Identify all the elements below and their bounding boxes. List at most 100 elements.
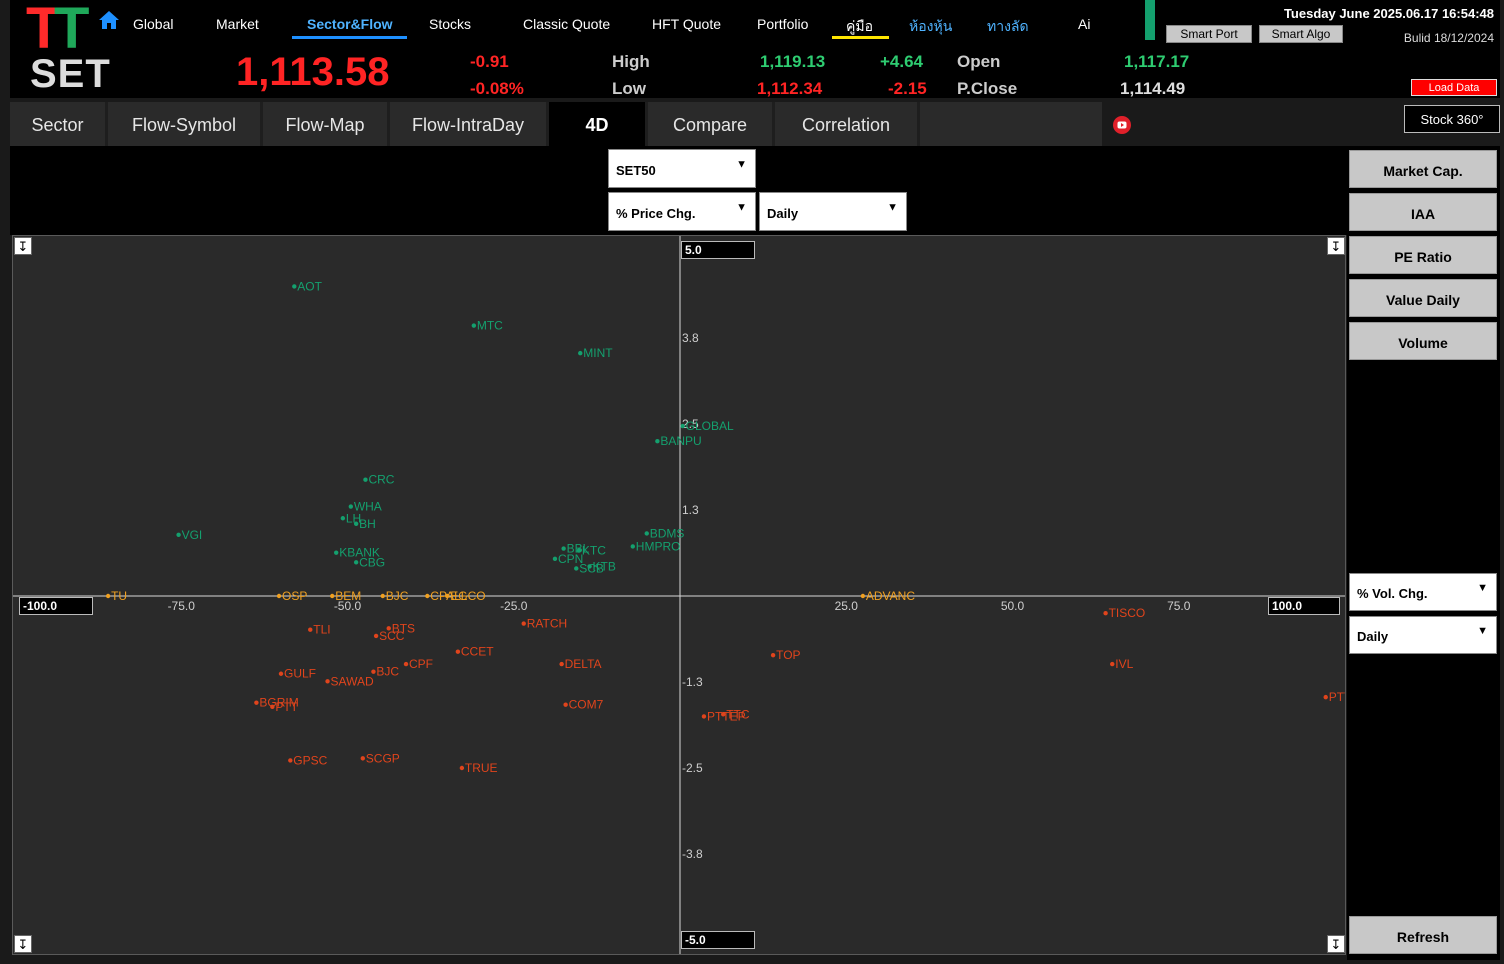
data-point[interactable]: [353, 560, 359, 565]
data-point[interactable]: [288, 758, 293, 763]
point-label: VGI: [182, 528, 203, 542]
index-select[interactable]: SET50 ▼: [608, 149, 756, 188]
data-point[interactable]: [655, 439, 660, 444]
refresh-button[interactable]: Refresh: [1349, 916, 1497, 954]
period-select[interactable]: Daily ▼: [759, 192, 907, 231]
nav-global[interactable]: Global: [133, 16, 174, 32]
data-point[interactable]: [254, 700, 259, 705]
data-point[interactable]: [360, 756, 365, 761]
nav-shortcut[interactable]: ทางลัด: [987, 18, 1029, 34]
y-max-box[interactable]: 5.0: [681, 241, 755, 259]
nav-classic-quote[interactable]: Classic Quote: [523, 16, 611, 32]
data-point[interactable]: [644, 531, 649, 536]
nav-portfolio[interactable]: Portfolio: [757, 16, 809, 32]
y-metric-select[interactable]: % Vol. Chg. ▼: [1349, 573, 1497, 611]
data-point[interactable]: [770, 652, 776, 658]
expand-bottom-right-icon[interactable]: ↧: [1327, 935, 1345, 953]
data-point[interactable]: [587, 564, 592, 569]
data-point[interactable]: [471, 323, 477, 328]
data-point[interactable]: [340, 516, 346, 521]
data-point[interactable]: [363, 477, 368, 482]
point-label: MTC: [477, 319, 503, 333]
data-point[interactable]: [276, 593, 282, 599]
tab-compare[interactable]: Compare: [648, 102, 772, 146]
youtube-icon[interactable]: [1113, 116, 1131, 134]
data-point[interactable]: [373, 633, 379, 639]
expand-top-right-icon[interactable]: ↧: [1327, 237, 1345, 255]
data-point[interactable]: [380, 593, 385, 599]
data-point[interactable]: [348, 504, 354, 509]
data-point[interactable]: [292, 284, 297, 289]
data-point[interactable]: [860, 593, 866, 599]
volume-button[interactable]: Volume: [1349, 322, 1497, 360]
data-point[interactable]: [552, 556, 558, 562]
nav-manual[interactable]: คู่มือ: [846, 18, 874, 34]
data-point[interactable]: [521, 621, 526, 626]
data-point[interactable]: [371, 669, 376, 674]
tab-4d[interactable]: 4D: [549, 102, 645, 146]
data-point[interactable]: [386, 626, 391, 631]
tab-correlation[interactable]: Correlation: [775, 102, 917, 146]
nav-stock-room[interactable]: ห้องหุ้น: [909, 18, 953, 34]
tab-flow-map[interactable]: Flow-Map: [263, 102, 387, 146]
iaa-button[interactable]: IAA: [1349, 193, 1497, 231]
data-point[interactable]: [574, 566, 579, 571]
home-icon[interactable]: [98, 10, 120, 35]
point-label: BDMS: [650, 526, 685, 540]
data-point[interactable]: [1323, 694, 1328, 700]
y-min-box[interactable]: -5.0: [681, 931, 755, 949]
data-point[interactable]: [563, 702, 568, 707]
tab-flow-intraday[interactable]: Flow-IntraDay: [390, 102, 546, 146]
y-tick-label: 3.8: [682, 331, 699, 345]
data-point[interactable]: [1103, 611, 1108, 616]
pe-ratio-button[interactable]: PE Ratio: [1349, 236, 1497, 274]
nav-stocks[interactable]: Stocks: [429, 16, 472, 32]
data-point[interactable]: [325, 679, 330, 684]
value-daily-button[interactable]: Value Daily: [1349, 279, 1497, 317]
data-point[interactable]: [561, 546, 566, 551]
expand-bottom-left-icon[interactable]: ↧: [14, 935, 32, 953]
smart-algo-button[interactable]: Smart Algo: [1259, 25, 1343, 43]
data-point[interactable]: [721, 712, 726, 717]
x-min-box[interactable]: -100.0: [19, 597, 93, 615]
nav-hft-quote[interactable]: HFT Quote: [652, 16, 721, 32]
data-point[interactable]: [308, 627, 313, 632]
expand-top-left-icon[interactable]: ↧: [14, 237, 32, 255]
metric-select[interactable]: % Price Chg. ▼: [608, 192, 756, 231]
tab-sector[interactable]: Sector: [10, 102, 105, 146]
data-point[interactable]: [459, 765, 465, 771]
data-point[interactable]: [270, 704, 275, 709]
tab-flow-symbol[interactable]: Flow-Symbol: [108, 102, 260, 146]
smart-port-button[interactable]: Smart Port: [1166, 25, 1252, 43]
y-period-select[interactable]: Daily ▼: [1349, 616, 1497, 654]
point-label: CPN: [558, 552, 583, 566]
point-label: GULF: [284, 667, 316, 681]
data-point[interactable]: [445, 593, 450, 599]
data-point[interactable]: [333, 550, 339, 555]
data-point[interactable]: [330, 593, 335, 599]
data-point[interactable]: [576, 548, 582, 553]
data-point[interactable]: [455, 649, 461, 654]
data-point[interactable]: [578, 350, 583, 356]
x-max-box[interactable]: 100.0: [1268, 597, 1340, 615]
market-cap-button[interactable]: Market Cap.: [1349, 150, 1497, 188]
data-point[interactable]: [278, 671, 284, 676]
data-point[interactable]: [403, 661, 409, 667]
data-point[interactable]: [680, 423, 685, 429]
stock-360-button[interactable]: Stock 360°: [1404, 105, 1500, 133]
data-point[interactable]: [559, 661, 564, 667]
point-label: TTC: [726, 707, 750, 721]
nav-sector-flow[interactable]: Sector&Flow: [307, 16, 393, 32]
low-change: -2.15: [888, 79, 927, 98]
data-point[interactable]: [105, 593, 111, 599]
nav-ai[interactable]: Ai: [1078, 16, 1091, 32]
data-point[interactable]: [353, 521, 359, 526]
load-data-button[interactable]: Load Data: [1411, 79, 1497, 96]
data-point[interactable]: [1110, 661, 1115, 667]
point-label: PTTGC: [1329, 690, 1345, 704]
data-point[interactable]: [425, 593, 430, 599]
data-point[interactable]: [630, 544, 635, 549]
data-point[interactable]: [176, 532, 181, 537]
data-point[interactable]: [701, 714, 707, 719]
nav-market[interactable]: Market: [216, 16, 259, 32]
